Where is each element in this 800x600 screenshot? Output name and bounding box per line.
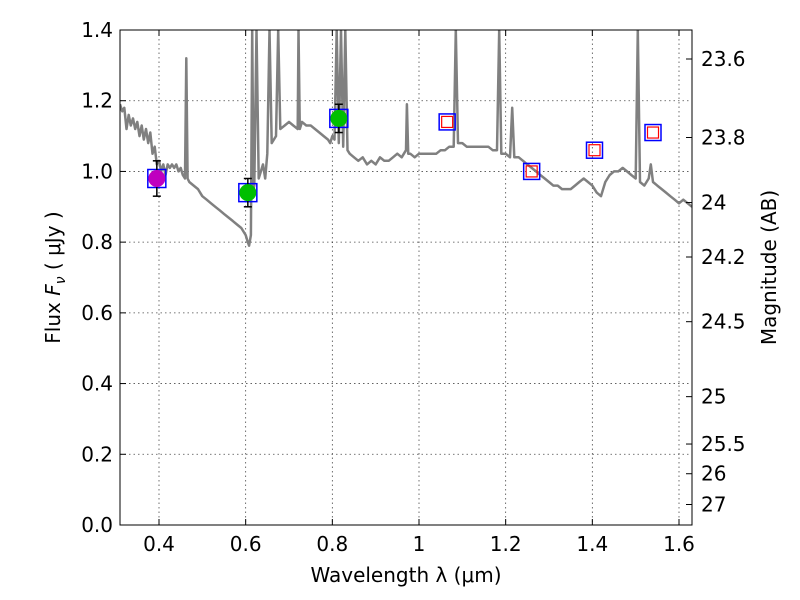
x-tick-label: 1.2 <box>490 532 522 556</box>
y2-tick-label: 23.6 <box>701 47 746 71</box>
y-axis-label-symbol: F <box>41 284 65 296</box>
y-tick-label: 0.6 <box>81 301 113 325</box>
x-tick-label: 1 <box>413 532 426 556</box>
photometry-point <box>148 170 166 187</box>
y-tick-label: 1.4 <box>81 18 113 42</box>
x-tick-label: 0.6 <box>230 532 262 556</box>
axis-ticks: 0.4 0.6 0.8 1 1.2 1.4 1.6 0.0 0.2 0.4 0.6 0.8 1.0 1.2… <box>81 18 745 556</box>
model-square-outer <box>438 113 456 131</box>
model-square-inner <box>441 115 454 129</box>
y2-tick-label: 26 <box>701 462 726 486</box>
x-tick-label: 1.4 <box>576 532 608 556</box>
y2-tick-label: 23.8 <box>701 125 746 149</box>
x-tick-label: 0.4 <box>143 532 175 556</box>
model-square-outer <box>644 123 662 142</box>
plot-frame <box>119 29 693 526</box>
plot-area <box>120 30 692 247</box>
y-tick-label: 0.0 <box>81 513 113 537</box>
y2-axis-label: Magnitude (AB) <box>757 190 781 345</box>
y-tick-label: 0.2 <box>81 442 113 466</box>
y-tick-label: 1.2 <box>81 89 113 113</box>
y2-tick-label: 24.5 <box>701 310 746 334</box>
y2-tick-label: 27 <box>701 492 726 516</box>
y-axis-label-prefix: Flux <box>41 296 65 344</box>
y-axis-label: Flux Fν ( μJy ) <box>41 211 69 343</box>
y2-tick-label: 25 <box>701 385 726 409</box>
model-square-inner <box>646 126 660 139</box>
model-square-outer <box>522 162 541 181</box>
y-tick-label: 1.0 <box>81 159 113 183</box>
model-square-outer <box>585 141 604 159</box>
y-tick-label: 0.8 <box>81 230 113 254</box>
x-axis-label: Wavelength λ (μm) <box>310 563 501 587</box>
y2-tick-label: 24.2 <box>701 245 746 269</box>
y-axis-label-subscript: ν <box>53 276 69 284</box>
photometry-point <box>239 184 257 202</box>
spectrum-line <box>120 30 692 247</box>
model-square-inner <box>525 165 538 178</box>
x-tick-label: 0.8 <box>316 532 348 556</box>
y2-tick-label: 24 <box>701 191 726 215</box>
model-square-inner <box>588 144 601 157</box>
y-tick-label: 0.4 <box>81 372 113 396</box>
grid <box>120 29 692 526</box>
x-tick-label: 1.6 <box>663 532 695 556</box>
photometry-point <box>330 109 348 127</box>
y-axis-label-unit: ( μJy ) <box>41 211 65 276</box>
y2-tick-label: 25.5 <box>701 432 746 456</box>
